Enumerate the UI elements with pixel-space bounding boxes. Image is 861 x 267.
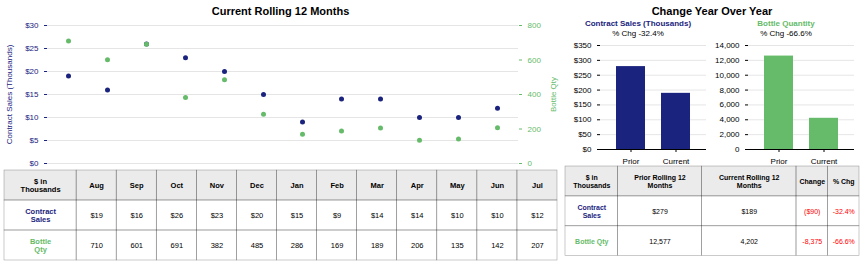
svg-text:Mar: Mar — [371, 181, 384, 190]
svg-text:Change: Change — [799, 178, 825, 186]
svg-text:$0: $0 — [583, 145, 592, 154]
svg-text:14,000: 14,000 — [715, 41, 740, 50]
svg-text:$15: $15 — [25, 90, 39, 99]
svg-text:206: 206 — [411, 241, 424, 250]
svg-text:485: 485 — [251, 241, 264, 250]
svg-text:382: 382 — [211, 241, 224, 250]
svg-text:-8,375: -8,375 — [802, 238, 822, 245]
svg-text:$16: $16 — [130, 211, 143, 220]
svg-text:Apr: Apr — [411, 181, 424, 190]
svg-text:Aug: Aug — [89, 181, 104, 190]
svg-text:$10: $10 — [25, 113, 39, 122]
svg-text:$20: $20 — [25, 67, 39, 76]
svg-text:10,000: 10,000 — [715, 71, 740, 80]
svg-text:710: 710 — [90, 241, 103, 250]
svg-text:$26: $26 — [171, 211, 184, 220]
svg-text:601: 601 — [130, 241, 143, 250]
svg-text:BottleQty: BottleQty — [30, 237, 51, 254]
svg-text:$0: $0 — [30, 159, 39, 168]
html-text:Bottle Quantity: Bottle Quantity — [757, 19, 815, 28]
svg-text:12,000: 12,000 — [715, 56, 740, 65]
svg-text:Jul: Jul — [532, 181, 543, 190]
svg-text:% Chg: % Chg — [833, 178, 855, 186]
svg-text:$100: $100 — [574, 115, 592, 124]
svg-text:ContractSales: ContractSales — [577, 204, 606, 219]
svg-text:Prior: Prior — [623, 157, 640, 166]
svg-text:$23: $23 — [211, 211, 224, 220]
svg-text:Jun: Jun — [491, 181, 505, 190]
html-text:Change Year Over Year: Change Year Over Year — [651, 5, 773, 17]
svg-text:Current Rolling 12Months: Current Rolling 12Months — [719, 174, 780, 189]
svg-text:-32.4%: -32.4% — [833, 208, 855, 215]
svg-text:286: 286 — [291, 241, 304, 250]
svg-text:$14: $14 — [371, 211, 384, 220]
svg-text:$19: $19 — [90, 211, 103, 220]
svg-text:$10: $10 — [491, 211, 504, 220]
svg-text:$9: $9 — [333, 211, 341, 220]
svg-text:Prior Rolling 12Months: Prior Rolling 12Months — [634, 174, 686, 189]
svg-text:0: 0 — [735, 145, 740, 154]
svg-text:$300: $300 — [574, 56, 592, 65]
svg-text:$10: $10 — [451, 211, 464, 220]
svg-text:200: 200 — [528, 125, 542, 134]
html-text:% Chg -66.6%: % Chg -66.6% — [760, 29, 812, 38]
svg-text:400: 400 — [528, 90, 542, 99]
svg-text:$15: $15 — [291, 211, 304, 220]
svg-text:6,000: 6,000 — [719, 100, 740, 109]
svg-text:$279: $279 — [652, 208, 668, 215]
html-text:Contract Sales (Thousands): Contract Sales (Thousands) — [584, 19, 692, 28]
svg-text:169: 169 — [331, 241, 344, 250]
svg-text:Dec: Dec — [250, 181, 264, 190]
svg-text:Jan: Jan — [291, 181, 304, 190]
svg-text:$ inThousands: $ inThousands — [573, 174, 610, 189]
svg-text:8,000: 8,000 — [719, 86, 740, 95]
html-text:Current Rolling 12 Months: Current Rolling 12 Months — [211, 5, 350, 17]
svg-text:$200: $200 — [574, 86, 592, 95]
svg-text:$20: $20 — [251, 211, 264, 220]
svg-text:($90): ($90) — [804, 208, 820, 216]
svg-text:135: 135 — [451, 241, 464, 250]
svg-text:$ inThousands: $ inThousands — [21, 177, 61, 194]
svg-text:ContractSales: ContractSales — [25, 207, 56, 224]
svg-text:May: May — [450, 181, 465, 190]
svg-text:Sep: Sep — [130, 181, 144, 190]
svg-text:Contract Sales (Thousands): Contract Sales (Thousands) — [5, 44, 14, 144]
html-text:% Chg -32.4%: % Chg -32.4% — [612, 29, 664, 38]
svg-text:$350: $350 — [574, 41, 592, 50]
svg-text:Current: Current — [811, 157, 838, 166]
svg-text:$150: $150 — [574, 100, 592, 109]
svg-text:691: 691 — [171, 241, 184, 250]
svg-text:$30: $30 — [25, 21, 39, 30]
svg-text:Nov: Nov — [210, 181, 225, 190]
svg-text:Current: Current — [663, 157, 690, 166]
svg-text:Feb: Feb — [330, 181, 344, 190]
svg-text:12,577: 12,577 — [649, 238, 670, 245]
svg-text:$50: $50 — [578, 130, 592, 139]
svg-text:0: 0 — [528, 159, 533, 168]
svg-text:189: 189 — [371, 241, 384, 250]
svg-text:Bottle Qty: Bottle Qty — [549, 77, 558, 112]
svg-text:207: 207 — [531, 241, 544, 250]
svg-text:$250: $250 — [574, 71, 592, 80]
svg-text:$5: $5 — [30, 136, 39, 145]
svg-text:2,000: 2,000 — [719, 130, 740, 139]
svg-text:142: 142 — [491, 241, 504, 250]
svg-text:$12: $12 — [531, 211, 544, 220]
svg-text:4,202: 4,202 — [741, 238, 759, 245]
svg-text:$14: $14 — [411, 211, 424, 220]
svg-text:Oct: Oct — [171, 181, 184, 190]
svg-text:600: 600 — [528, 56, 542, 65]
svg-text:Prior: Prior — [771, 157, 788, 166]
svg-text:4,000: 4,000 — [719, 115, 740, 124]
svg-text:$189: $189 — [741, 208, 757, 215]
svg-text:-66.6%: -66.6% — [833, 238, 855, 245]
svg-text:800: 800 — [528, 21, 542, 30]
svg-text:Bottle Qty: Bottle Qty — [575, 238, 608, 246]
svg-text:$25: $25 — [25, 44, 39, 53]
